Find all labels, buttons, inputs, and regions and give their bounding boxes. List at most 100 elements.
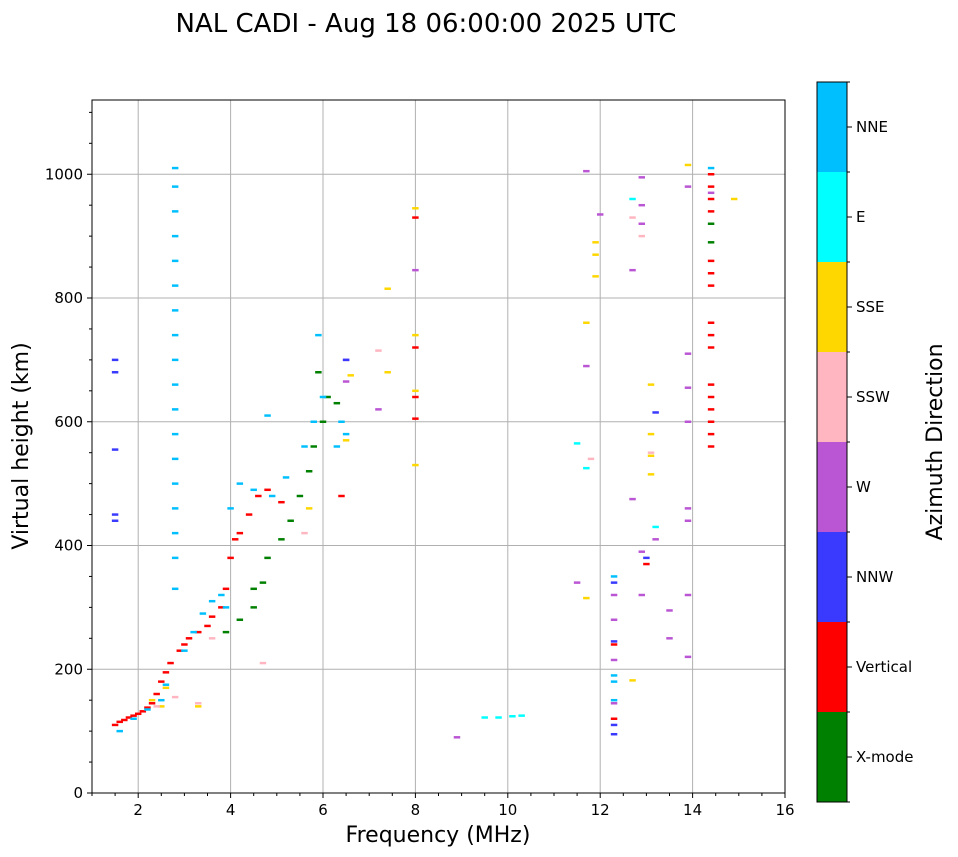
y-axis-ticks: 0 200 400 600 800 1000 <box>45 111 92 802</box>
data-point <box>573 581 581 584</box>
data-point <box>610 732 618 736</box>
series-vertical <box>111 173 715 727</box>
data-point <box>412 389 419 393</box>
data-point <box>195 630 202 634</box>
colorbar-label: Azimuth Direction <box>923 343 948 540</box>
data-point <box>638 593 646 597</box>
plot-background <box>92 100 785 793</box>
data-point <box>264 488 271 492</box>
data-point <box>610 680 618 683</box>
data-point <box>652 525 659 529</box>
colorbar-tick-label: NNW <box>856 568 893 586</box>
data-point <box>518 714 525 717</box>
data-point <box>610 702 618 705</box>
series-sse <box>148 163 738 708</box>
data-point <box>638 176 646 179</box>
data-point <box>324 395 331 399</box>
data-point <box>587 457 595 461</box>
data-point <box>583 169 590 173</box>
data-point <box>707 321 715 324</box>
data-point <box>171 408 179 411</box>
data-point <box>342 432 350 436</box>
data-point <box>638 234 646 238</box>
data-point <box>153 705 160 708</box>
data-point <box>144 706 151 709</box>
data-point <box>111 519 119 522</box>
data-point <box>338 420 345 423</box>
data-point <box>596 213 604 216</box>
data-point <box>610 658 618 662</box>
data-point <box>171 284 179 287</box>
data-point <box>453 736 461 739</box>
data-point <box>153 692 160 696</box>
data-point <box>707 210 715 213</box>
colorbar-tick-label: SSE <box>856 298 885 316</box>
data-point <box>684 519 692 522</box>
data-point <box>255 494 262 498</box>
colorbar-tick-label: NNE <box>856 118 888 136</box>
data-point <box>707 197 715 201</box>
data-point <box>319 420 327 423</box>
data-point <box>319 395 327 399</box>
data-point <box>495 716 502 719</box>
data-point <box>730 197 738 201</box>
data-point <box>610 640 618 643</box>
data-point <box>707 420 715 423</box>
data-point <box>250 488 257 492</box>
data-point <box>227 556 234 560</box>
data-point <box>125 716 133 719</box>
data-point <box>707 432 715 436</box>
data-point <box>171 259 179 263</box>
data-point <box>638 222 646 225</box>
data-point <box>707 383 715 386</box>
data-point <box>111 513 119 516</box>
data-point <box>610 723 618 727</box>
data-point <box>592 275 599 278</box>
data-point <box>301 445 308 448</box>
data-point <box>134 712 142 716</box>
data-point <box>707 222 715 225</box>
x-tick-label: 8 <box>411 801 421 819</box>
data-point <box>629 497 636 501</box>
data-point <box>610 581 618 584</box>
data-point <box>208 615 216 618</box>
y-tick-label: 0 <box>73 784 83 802</box>
data-point <box>412 346 419 349</box>
data-point <box>707 191 715 195</box>
data-point <box>647 383 655 386</box>
data-point <box>610 717 618 720</box>
series-nnw <box>111 358 659 736</box>
colorbar-frame <box>816 81 848 803</box>
data-point <box>296 494 304 498</box>
data-point <box>629 197 636 201</box>
data-point <box>583 321 590 324</box>
data-point <box>707 346 715 349</box>
data-point <box>509 715 516 718</box>
data-point <box>111 358 119 362</box>
x-tick-label: 4 <box>226 801 236 819</box>
data-point <box>412 417 419 420</box>
data-point <box>278 538 285 541</box>
data-point <box>310 445 317 448</box>
data-point <box>181 649 188 652</box>
data-point <box>310 420 317 423</box>
series-ssw <box>153 216 655 708</box>
data-point <box>315 371 322 374</box>
data-point <box>236 482 244 485</box>
data-point <box>684 593 692 597</box>
data-point <box>647 454 655 458</box>
data-point <box>190 630 197 634</box>
data-point <box>208 637 216 640</box>
x-axis-label: Frequency (MHz) <box>346 823 531 848</box>
data-point <box>583 596 590 600</box>
data-point <box>111 371 119 374</box>
series-e <box>481 197 659 719</box>
data-point <box>162 671 170 674</box>
data-point <box>208 599 216 603</box>
data-point <box>666 609 673 612</box>
data-point <box>412 207 419 210</box>
data-point <box>638 203 646 207</box>
data-point <box>338 494 345 498</box>
data-point <box>171 166 179 170</box>
data-point <box>167 661 174 665</box>
